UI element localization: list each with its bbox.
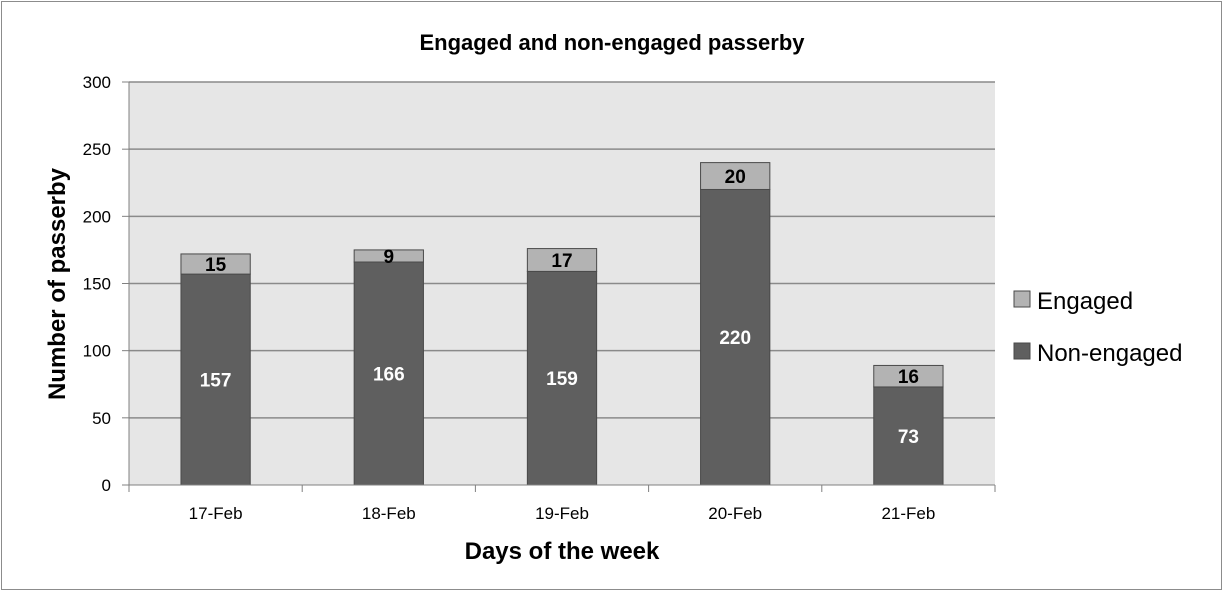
bar-engaged [353,249,424,263]
axes: 0 50 100 150 200 250 300 17-Feb 18-Feb 19-Feb 20-F… [83,73,996,523]
bar-engaged [526,248,598,272]
y-tick-label: 250 [83,140,111,159]
bar-non-engaged [700,188,771,486]
legend-swatch [1013,342,1031,360]
bar-engaged [873,364,944,388]
bars: 157 15 166 9 159 17 220 20 73 16 [180,162,944,486]
data-label-non-engaged: 166 [373,365,405,386]
data-label-engaged: 20 [725,167,746,188]
y-tick-label: 150 [83,275,111,294]
y-tick-label: 200 [83,207,111,226]
x-tick-label: 20-Feb [708,504,762,523]
data-label-non-engaged: 157 [200,371,232,392]
data-label-non-engaged: 73 [898,427,919,448]
y-tick-label: 100 [83,342,111,361]
y-tick-label: 300 [83,73,111,92]
bar-engaged [180,253,251,275]
y-axis-title: Number of passerby [44,167,71,400]
bar-engaged [700,162,771,190]
y-tick-label: 50 [92,409,111,428]
data-label-engaged: 15 [205,255,227,276]
data-label-engaged: 9 [384,247,395,268]
data-label-engaged: 17 [551,251,572,272]
bar-non-engaged [526,270,598,486]
legend-label: Non-engaged [1037,340,1182,367]
x-tick-label: 17-Feb [189,504,243,523]
data-label-non-engaged: 220 [719,328,751,349]
legend: Engaged Non-engaged [1013,288,1182,367]
x-tick-label: 19-Feb [535,504,589,523]
data-label-engaged: 16 [898,367,919,388]
legend-swatch [1013,290,1031,308]
y-tick-label: 0 [102,476,111,495]
data-label-non-engaged: 159 [546,369,578,390]
x-axis-title: Days of the week [465,538,660,565]
x-tick-label: 18-Feb [362,504,416,523]
legend-label: Engaged [1037,288,1133,315]
chart-title: Engaged and non-engaged passerby [419,30,805,55]
x-tick-label: 21-Feb [881,504,935,523]
bar-non-engaged [353,261,424,486]
